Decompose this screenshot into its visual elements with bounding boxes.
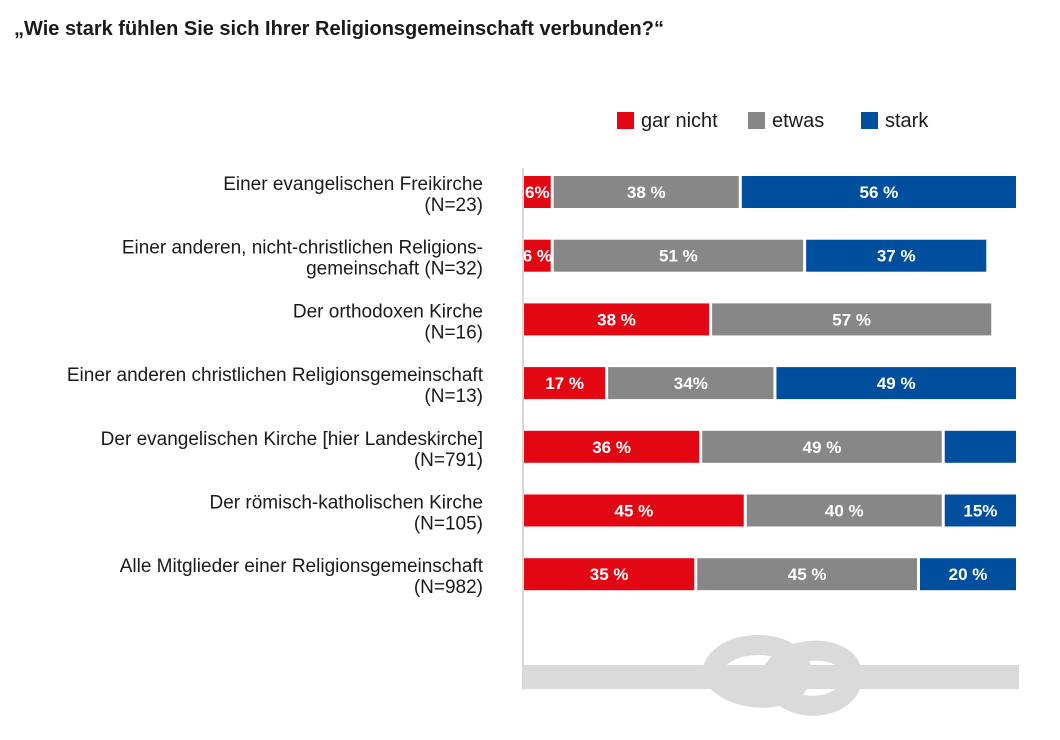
category-label-line: (N=982) xyxy=(414,577,483,598)
bar-segment-gar-nicht xyxy=(524,303,710,336)
bar-segment-gar-nicht xyxy=(524,558,695,591)
bar-segment-gar-nicht xyxy=(524,430,700,463)
bar-value-label: 36 % xyxy=(592,438,631,457)
category-label-line: (N=16) xyxy=(424,322,483,343)
bar-value-label: 57 % xyxy=(832,310,871,329)
bar-value-label: 17 % xyxy=(545,374,584,393)
bar-segment-gar-nicht xyxy=(524,239,551,272)
bar-segment-stark xyxy=(944,430,1016,463)
bar-segment-etwas xyxy=(608,367,774,400)
bar-segment-stark xyxy=(944,494,1016,527)
bar-segment-etwas xyxy=(746,494,942,527)
category-label-line: Einer anderen, nicht-christlichen Religi… xyxy=(122,238,483,259)
category-label-line: gemeinschaft (N=32) xyxy=(306,259,483,280)
bar-segment-gar-nicht xyxy=(524,176,551,208)
bar-segment-etwas xyxy=(697,558,917,591)
bar-value-label: 6% xyxy=(525,183,550,202)
bar-row: 35 % 45 % 20 % xyxy=(524,558,1016,591)
bar-value-label: 37 % xyxy=(877,247,916,266)
legend-swatch xyxy=(861,112,878,129)
category-label: Der orthodoxen Kirche(N=16) xyxy=(293,301,483,343)
category-label-line: (N=13) xyxy=(424,386,483,407)
category-label: Der evangelischen Kirche [hier Landeskir… xyxy=(101,429,483,471)
bar-value-label: 6 % xyxy=(523,247,552,266)
knot-loop-left xyxy=(701,635,812,708)
category-label: Einer anderen, nicht-christlichen Religi… xyxy=(122,238,483,280)
bar-value-label: 38 % xyxy=(597,310,636,329)
rope-knot-icon xyxy=(524,635,1019,716)
bar-value-label: 40 % xyxy=(825,502,864,521)
bar-segment-stark xyxy=(806,239,987,272)
legend-label: gar nicht xyxy=(641,110,718,132)
bar-value-label: 45 % xyxy=(615,502,654,521)
bar-segment-etwas xyxy=(712,303,992,336)
legend-swatch xyxy=(748,112,765,129)
bar-segment-etwas xyxy=(702,430,942,463)
bar-value-label: 34% xyxy=(674,374,708,393)
bar-segment-gar-nicht xyxy=(524,367,606,400)
bar-row: 6 % 51 % 37 % xyxy=(523,239,987,272)
bar-value-label: 49 % xyxy=(803,438,842,457)
legend: gar nicht etwas stark xyxy=(617,110,929,132)
category-label-line: (N=791) xyxy=(414,450,483,471)
bar-row: 17 % 34% 49 % xyxy=(524,367,1016,400)
bar-value-label: 20 % xyxy=(949,565,988,584)
category-label-line: (N=23) xyxy=(424,195,483,216)
bar-value-label: 56 % xyxy=(860,183,899,202)
legend-item-stark: stark xyxy=(861,110,929,132)
category-label-line: Alle Mitglieder einer Religionsgemeinsch… xyxy=(120,556,484,577)
bar-value-label: 51 % xyxy=(659,247,698,266)
chart-title: „Wie stark fühlen Sie sich Ihrer Religio… xyxy=(14,18,664,40)
bars: 6% 38 % 56 % 6 % 51 % 37 % 38 % 57 % 17 % 34% 49 %… xyxy=(523,176,1016,591)
bar-segment-stark xyxy=(741,176,1016,208)
knot-center xyxy=(700,668,870,686)
bar-row: 36 % 49 % xyxy=(524,430,1016,463)
bar-value-label: 15% xyxy=(963,502,997,521)
category-label: Alle Mitglieder einer Religionsgemeinsch… xyxy=(120,556,484,598)
category-label: Der römisch-katholischen Kirche(N=105) xyxy=(210,493,484,535)
legend-item-gar-nicht: gar nicht xyxy=(617,110,718,132)
legend-item-etwas: etwas xyxy=(748,110,824,132)
category-label-line: (N=105) xyxy=(414,514,483,535)
bar-value-label: 45 % xyxy=(788,565,827,584)
bar-value-label: 49 % xyxy=(877,374,916,393)
bar-row: 6% 38 % 56 % xyxy=(524,176,1016,208)
bar-row: 45 % 40 % 15% xyxy=(524,494,1016,527)
bar-segment-stark xyxy=(920,558,1016,591)
category-labels: Einer evangelischen Freikirche(N=23)Eine… xyxy=(67,174,484,598)
bar-row: 38 % 57 % xyxy=(524,303,992,336)
bar-value-label: 38 % xyxy=(627,183,666,202)
category-label-line: Einer anderen christlichen Religionsgeme… xyxy=(67,365,484,386)
bar-segment-gar-nicht xyxy=(524,494,744,527)
bar-segment-etwas xyxy=(553,176,739,208)
legend-label: stark xyxy=(885,110,929,132)
legend-swatch xyxy=(617,112,634,129)
category-label: Einer anderen christlichen Religionsgeme… xyxy=(67,365,484,407)
category-label-line: Der römisch-katholischen Kirche xyxy=(210,493,484,514)
category-label: Einer evangelischen Freikirche(N=23) xyxy=(223,174,483,216)
legend-label: etwas xyxy=(772,110,824,132)
bar-segment-etwas xyxy=(553,239,804,272)
category-label-line: Der orthodoxen Kirche xyxy=(293,301,483,322)
bar-segment-stark xyxy=(776,367,1016,400)
bar-value-label: 35 % xyxy=(590,565,629,584)
category-label-line: Einer evangelischen Freikirche xyxy=(223,174,483,195)
category-label-line: Der evangelischen Kirche [hier Landeskir… xyxy=(101,429,483,450)
